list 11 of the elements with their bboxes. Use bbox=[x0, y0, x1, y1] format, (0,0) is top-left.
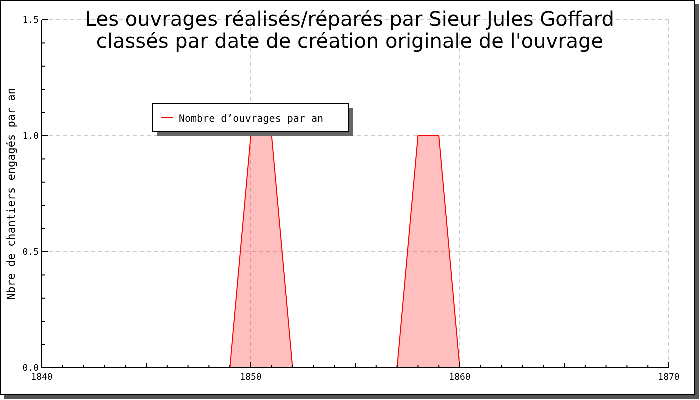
chart-title: Les ouvrages réalisés/réparés par Sieur Jules Goffard classés par date de création originale de l'ouvrage bbox=[85, 7, 615, 53]
y-tick-label: 1.5 bbox=[22, 16, 39, 26]
x-tick-label: 1840 bbox=[31, 373, 53, 383]
y-tick-label: 1.0 bbox=[22, 132, 39, 142]
y-axis-title: Nbre de chantiers engagés par an bbox=[5, 88, 18, 300]
y-tick-label: 0.0 bbox=[22, 364, 39, 374]
x-tick-label: 1870 bbox=[658, 373, 680, 383]
x-tick-label: 1860 bbox=[449, 373, 471, 383]
legend-label: Nombre d’ouvrages par an bbox=[179, 114, 324, 125]
x-tick-label: 1850 bbox=[240, 373, 262, 383]
y-tick-label: 0.5 bbox=[22, 248, 39, 258]
